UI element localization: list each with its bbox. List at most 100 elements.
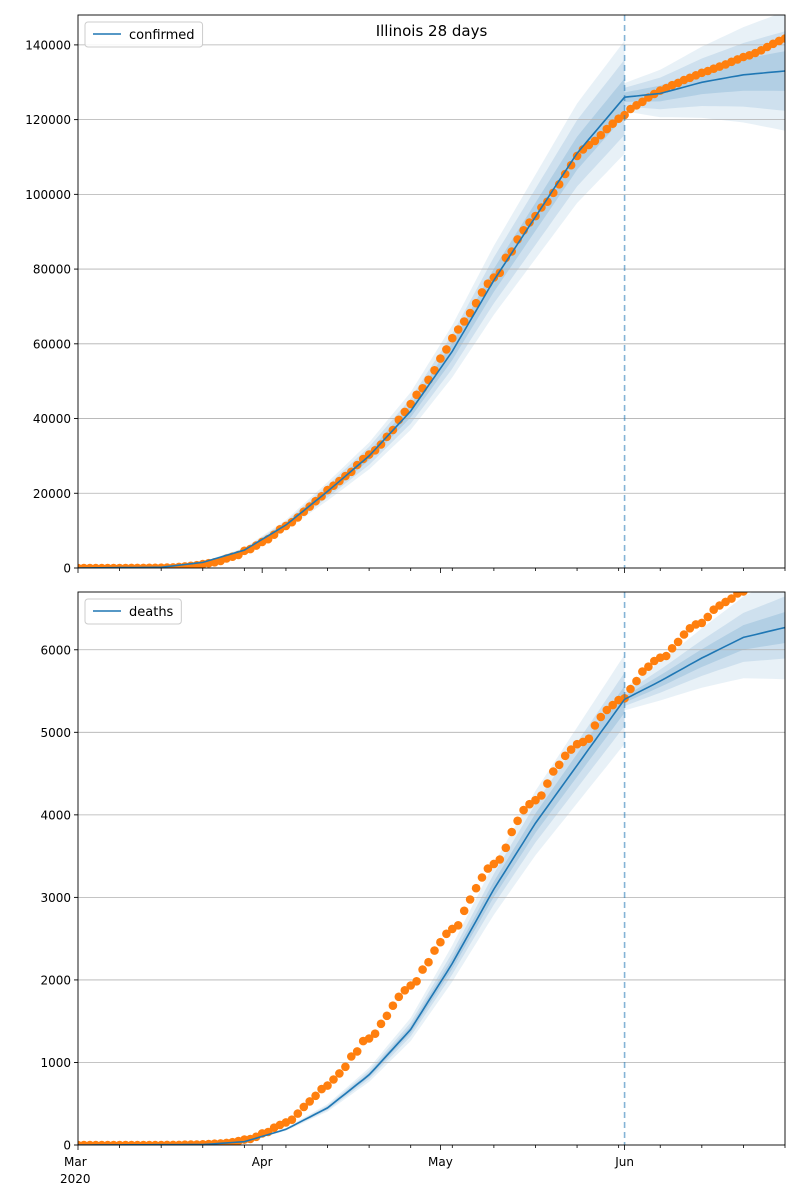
observed-point: [620, 694, 629, 703]
observed-point: [442, 929, 451, 939]
deaths-x-ticks: [77, 1145, 786, 1150]
x-tick-label-mar: Mar: [64, 1155, 87, 1169]
observed-point: [549, 767, 558, 776]
uncertainty-band-3-forecast: [624, 592, 785, 711]
observed-point: [560, 169, 570, 179]
observed-point: [376, 440, 386, 449]
x-tick-label-may: May: [428, 1155, 453, 1169]
observed-point: [543, 197, 552, 206]
observed-point: [513, 816, 522, 826]
observed-point: [602, 124, 612, 134]
observed-point: [358, 454, 368, 464]
observed-point: [780, 34, 785, 43]
observed-point: [543, 779, 552, 788]
y-tick-label: 100000: [25, 188, 71, 202]
deaths-grid: [78, 649, 785, 1063]
observed-point: [347, 1052, 356, 1061]
observed-point: [341, 1062, 350, 1072]
y-tick-label: 2000: [40, 973, 71, 987]
confirmed-observed-points: [78, 34, 785, 568]
observed-point: [495, 855, 505, 864]
observed-point: [549, 188, 558, 198]
observed-point: [400, 986, 410, 995]
y-tick-label: 120000: [25, 113, 71, 127]
y-tick-label: 60000: [33, 337, 71, 351]
legend-entry-deaths: deaths: [129, 605, 174, 620]
y-tick-label: 5000: [40, 726, 71, 740]
observed-point: [418, 965, 427, 974]
y-tick-label: 20000: [33, 487, 71, 501]
observed-point: [560, 751, 570, 761]
legend-box: [84, 598, 182, 625]
observed-point: [673, 637, 683, 647]
observed-point: [459, 906, 469, 916]
deaths-panel: 0 1000 2000 3000 4000 5000 6000 deaths: [40, 591, 786, 1153]
observed-point: [442, 345, 451, 354]
y-tick-label: 4000: [40, 808, 71, 822]
y-tick-label: 140000: [25, 38, 71, 52]
observed-point: [388, 1001, 398, 1010]
confirmed-y-axis: 0 20000 40000 60000 80000 100000 120000 140000: [25, 38, 78, 576]
observed-point: [465, 308, 475, 318]
x-year-label: 2020: [60, 1172, 91, 1186]
observed-point: [596, 712, 606, 722]
observed-point: [679, 630, 689, 639]
observed-point: [554, 760, 564, 770]
confirmed-model-line: [78, 70, 785, 568]
observed-point: [638, 97, 647, 107]
observed-point: [382, 1011, 392, 1021]
legend-entry-confirmed: confirmed: [129, 28, 195, 43]
observed-point: [667, 644, 677, 653]
observed-point: [453, 921, 463, 930]
y-tick-label: 80000: [33, 263, 71, 277]
confirmed-legend: confirmed: [84, 21, 204, 48]
deaths-legend: deaths: [84, 598, 182, 625]
observed-point: [661, 651, 671, 661]
deaths-observed-points: [78, 592, 748, 1145]
uncertainty-band-3-fit: [78, 40, 625, 568]
deaths-y-axis: 0 1000 2000 3000 4000 5000 6000: [40, 643, 78, 1153]
observed-point: [465, 895, 475, 904]
y-tick-label: 1000: [40, 1056, 71, 1070]
confirmed-grid: [78, 44, 785, 494]
observed-point: [608, 119, 617, 128]
observed-point: [578, 145, 588, 154]
observed-point: [430, 946, 439, 955]
observed-point: [727, 594, 736, 603]
observed-point: [370, 1029, 380, 1038]
observed-point: [703, 612, 713, 622]
y-tick-label: 40000: [33, 412, 71, 426]
observed-point: [335, 1069, 344, 1078]
observed-point: [525, 218, 534, 227]
y-tick-label: 0: [63, 562, 71, 576]
observed-point: [697, 618, 707, 628]
y-tick-label: 3000: [40, 891, 71, 905]
observed-point: [364, 1034, 374, 1043]
observed-point: [554, 180, 564, 189]
observed-point: [299, 1102, 309, 1112]
observed-point: [608, 700, 617, 710]
observed-point: [269, 530, 279, 539]
observed-point: [448, 333, 457, 343]
observed-point: [507, 827, 516, 837]
observed-point: [572, 151, 582, 161]
observed-point: [602, 705, 612, 715]
observed-point: [566, 745, 576, 754]
observed-point: [287, 1115, 297, 1124]
confirmed-axes-frame: [77, 14, 786, 569]
observed-point: [483, 864, 493, 873]
observed-point: [311, 1091, 320, 1101]
x-axis-labels: Mar Apr May Jun 2020: [60, 1155, 634, 1186]
confirmed-panel: 020000400006000080000100000120000140000 …: [25, 14, 786, 576]
observed-point: [471, 298, 481, 308]
observed-point: [352, 1047, 362, 1056]
observed-point: [424, 957, 433, 967]
observed-point: [489, 859, 499, 869]
observed-point: [412, 390, 421, 400]
y-tick-label: 6000: [40, 643, 71, 657]
observed-point: [477, 288, 487, 297]
observed-point: [436, 937, 445, 947]
observed-point: [537, 791, 546, 800]
observed-point: [489, 273, 499, 282]
